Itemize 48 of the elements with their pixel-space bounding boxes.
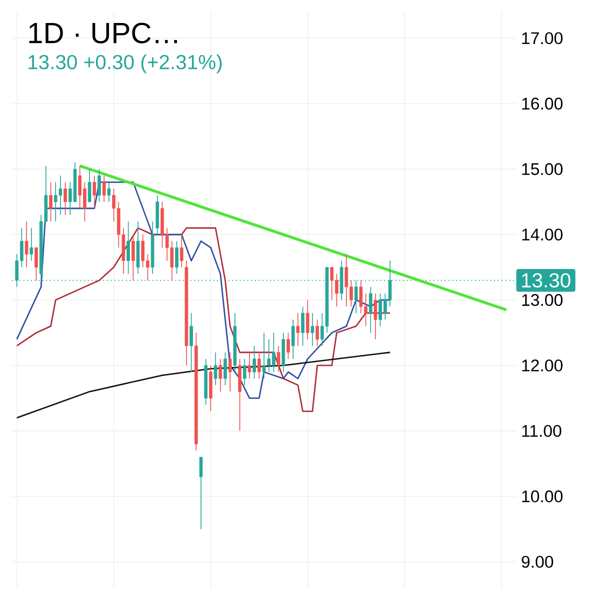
candlestick [214, 352, 218, 386]
chart-subtitle: 1D · UPC… [29, 22, 177, 44]
candlestick [316, 319, 319, 346]
candlestick [286, 332, 290, 360]
candlestick [199, 456, 203, 530]
candlestick [310, 312, 314, 346]
candlestick [252, 345, 256, 379]
candlestick [224, 352, 227, 386]
candlestick [306, 300, 310, 340]
candlestick [88, 168, 92, 202]
y-tick-label: 10.00 [522, 490, 563, 502]
candlestick [257, 352, 261, 379]
y-tick-label: 12.00 [522, 359, 563, 372]
candlestick [374, 293, 378, 340]
candlestick [228, 352, 232, 392]
candlestick [107, 182, 111, 202]
candlestick [248, 352, 252, 379]
annotation: 13.30 +0.30 (+2.31%) [28, 54, 222, 74]
candlestick [98, 168, 101, 202]
candlestick [190, 312, 193, 372]
candlestick [242, 358, 246, 386]
candlestick [301, 306, 304, 346]
candlestick [24, 221, 28, 268]
candlestick [34, 247, 38, 281]
y-tick-label: 17.00 [522, 32, 563, 44]
candlestick [92, 175, 96, 209]
candlestick [218, 358, 222, 392]
y-tick-label: 13.00 [522, 294, 563, 306]
y-tick-label: 11.00 [522, 424, 562, 437]
candlestick [175, 240, 178, 274]
ref-line-label: 13.30 [522, 273, 570, 288]
candlestick [30, 228, 34, 262]
y-tick-label: 14.00 [522, 228, 563, 241]
candlestick [131, 234, 135, 281]
y-tick-label: 15.00 [522, 163, 563, 176]
candlestick [368, 286, 372, 334]
candlestick [276, 345, 280, 372]
line-series [16, 352, 391, 419]
candlestick [296, 312, 300, 346]
candlestick [64, 182, 67, 216]
y-tick-label: 9.00 [522, 556, 554, 568]
candlestick [102, 175, 106, 202]
line-series [16, 227, 391, 412]
candlestick [180, 234, 184, 268]
candlestick [126, 221, 130, 274]
candlestick [49, 182, 52, 222]
candlestick [291, 319, 295, 360]
y-tick-label: 16.00 [522, 98, 563, 110]
